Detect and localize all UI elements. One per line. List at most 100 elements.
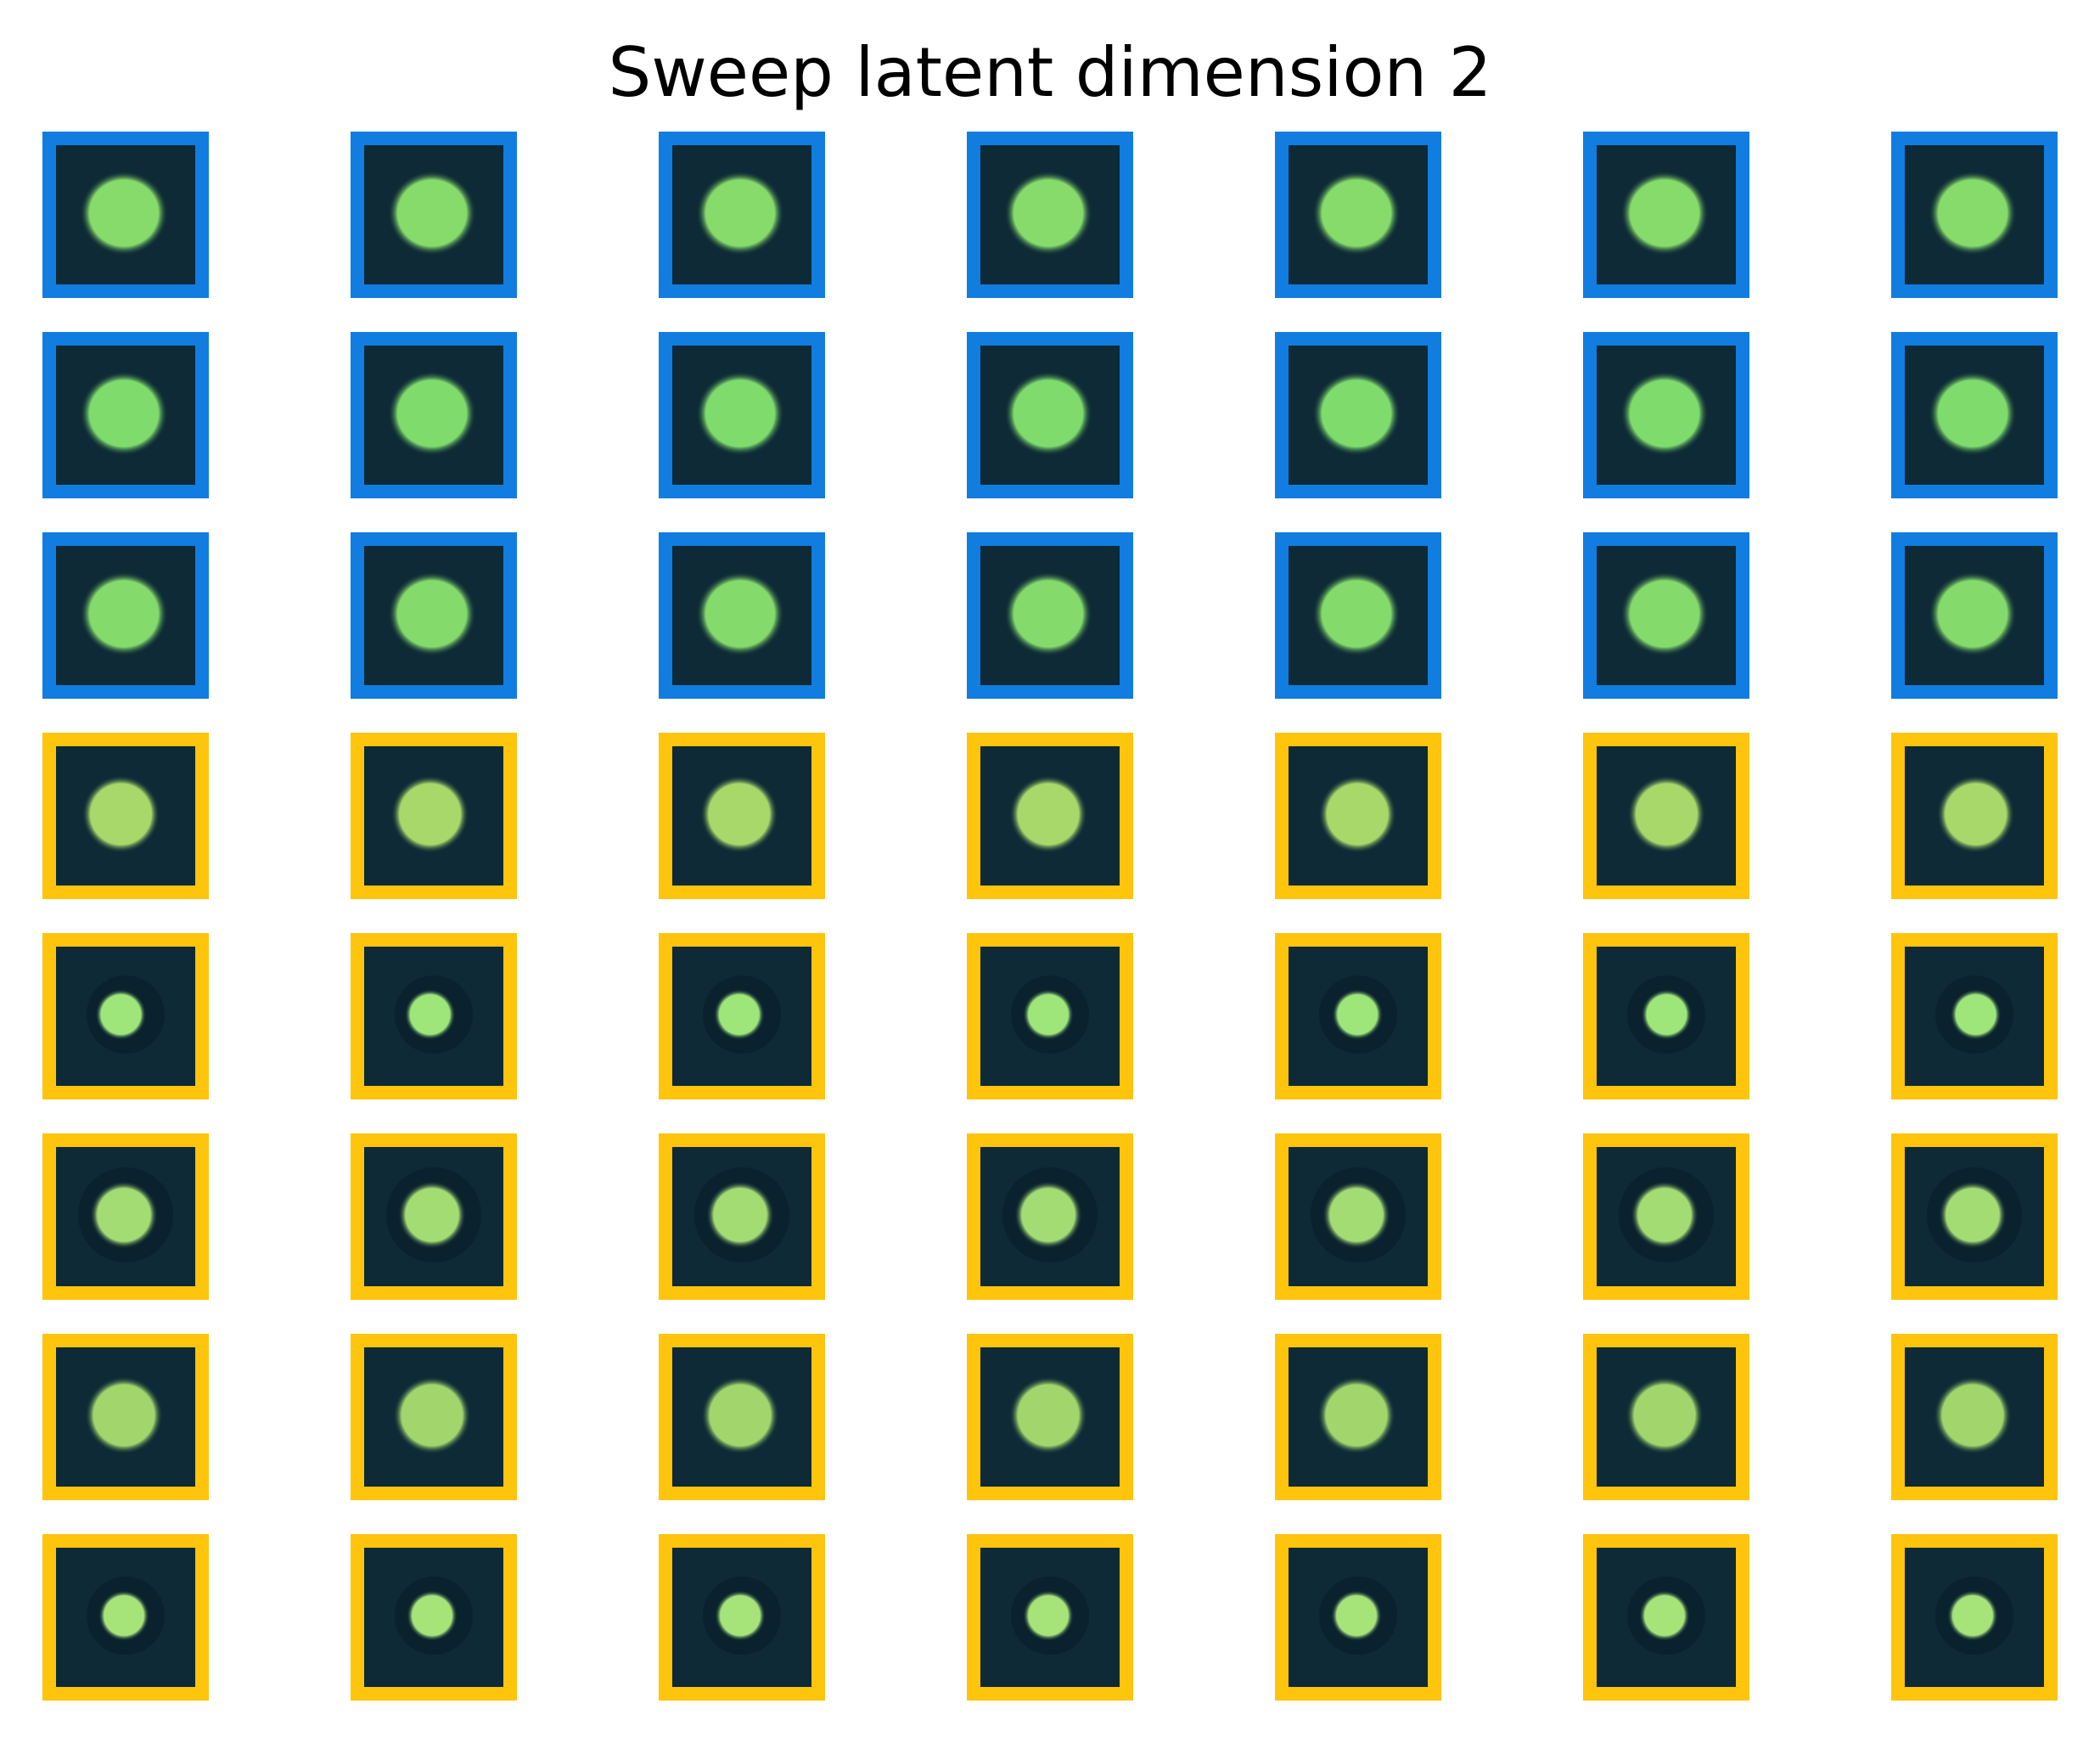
sample-image — [364, 346, 503, 485]
sample-image — [1905, 145, 2044, 284]
sample-image — [980, 145, 1120, 284]
green-blob — [1312, 571, 1401, 656]
green-blob — [398, 1181, 466, 1249]
sample-image — [56, 546, 195, 685]
sample-tile — [967, 733, 1133, 899]
green-blob — [1934, 1376, 2012, 1454]
sample-image — [980, 346, 1120, 485]
sample-tile — [1583, 1534, 1749, 1701]
sample-image — [1905, 1147, 2044, 1286]
sample-image — [1905, 1347, 2044, 1487]
sample-image — [1905, 947, 2044, 1086]
sample-image — [980, 1548, 1120, 1687]
sample-image — [364, 746, 503, 886]
sample-image — [1597, 947, 1736, 1086]
sample-image — [1289, 346, 1428, 485]
sample-tile — [1275, 1133, 1441, 1300]
sample-tile — [42, 733, 209, 899]
sample-image — [56, 1147, 195, 1286]
sample-tile — [351, 1534, 517, 1701]
green-blob — [1631, 1181, 1699, 1249]
green-blob — [1947, 1590, 1998, 1641]
sample-image — [1905, 1548, 2044, 1687]
sample-image — [1905, 746, 2044, 886]
green-blob — [696, 371, 784, 456]
sample-image — [672, 1147, 811, 1286]
sample-image — [1289, 947, 1428, 1086]
green-blob — [696, 171, 784, 256]
sample-tile — [659, 733, 825, 899]
green-blob — [388, 571, 476, 656]
sample-tile — [1275, 1334, 1441, 1500]
sample-tile — [1891, 1133, 2058, 1300]
sample-image — [1597, 1548, 1736, 1687]
green-blob — [1950, 989, 2002, 1040]
green-blob — [696, 571, 784, 656]
sample-tile — [1583, 933, 1749, 1099]
sample-tile — [1891, 532, 2058, 699]
sample-tile — [967, 1133, 1133, 1300]
sample-tile — [42, 1534, 209, 1701]
sample-tile — [967, 1334, 1133, 1500]
green-blob — [1620, 171, 1709, 256]
green-blob — [390, 775, 469, 853]
green-blob — [80, 371, 168, 456]
green-blob — [1009, 1376, 1087, 1454]
sample-image — [56, 746, 195, 886]
green-blob — [1004, 371, 1092, 456]
sample-image — [364, 1147, 503, 1286]
green-blob — [393, 1376, 471, 1454]
sample-image — [1597, 1147, 1736, 1286]
sample-tile — [1275, 933, 1441, 1099]
green-blob — [407, 1590, 458, 1641]
sample-tile — [42, 1133, 209, 1300]
sample-tile — [659, 1334, 825, 1500]
sample-image — [1597, 346, 1736, 485]
green-blob — [1023, 989, 1074, 1040]
sample-tile — [1583, 733, 1749, 899]
green-blob — [715, 1590, 766, 1641]
green-blob — [388, 371, 476, 456]
sample-image — [1289, 145, 1428, 284]
green-blob — [713, 989, 765, 1040]
sample-tile — [1583, 532, 1749, 699]
sample-tile — [967, 532, 1133, 699]
sample-tile — [351, 332, 517, 498]
sample-tile — [1583, 332, 1749, 498]
green-blob — [1331, 1590, 1382, 1641]
sample-tile — [659, 933, 825, 1099]
green-blob — [1332, 989, 1384, 1040]
sample-image — [980, 1147, 1120, 1286]
sample-image — [980, 1347, 1120, 1487]
sample-image — [1597, 145, 1736, 284]
sample-image — [364, 145, 503, 284]
green-blob — [699, 775, 778, 853]
sample-image — [672, 947, 811, 1086]
sample-tile — [1583, 132, 1749, 298]
green-blob — [1929, 571, 2017, 656]
sample-image — [364, 546, 503, 685]
green-blob — [90, 1181, 158, 1249]
sample-image — [672, 145, 811, 284]
green-blob — [701, 1376, 779, 1454]
sample-tile — [42, 132, 209, 298]
green-blob — [85, 1376, 163, 1454]
sample-tile — [351, 733, 517, 899]
sample-tile — [659, 1133, 825, 1300]
green-blob — [1004, 171, 1092, 256]
green-blob — [1929, 171, 2017, 256]
green-blob — [1620, 571, 1709, 656]
sample-tile — [1583, 1133, 1749, 1300]
sample-tile — [1891, 1334, 2058, 1500]
sample-tile — [351, 132, 517, 298]
green-blob — [1009, 775, 1087, 853]
sample-tile — [1891, 332, 2058, 498]
sample-tile — [659, 132, 825, 298]
sample-tile — [1891, 733, 2058, 899]
green-blob — [1014, 1181, 1082, 1249]
green-blob — [1626, 1376, 1704, 1454]
sample-image — [1289, 1147, 1428, 1286]
sample-image — [1289, 546, 1428, 685]
sample-tile — [967, 132, 1133, 298]
